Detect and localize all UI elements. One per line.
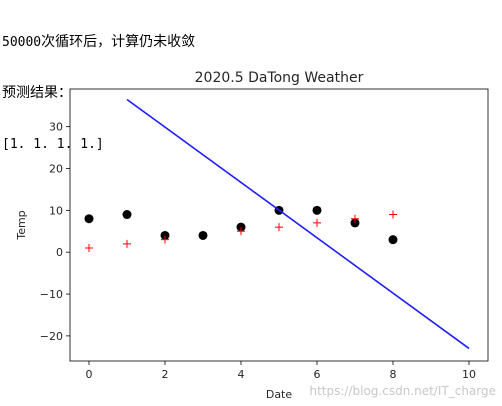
y-axis-ticks: −20 −10 0 10 20 30 — [40, 121, 70, 343]
y-tick-label: 10 — [49, 204, 63, 217]
actual-temp-point — [236, 222, 246, 232]
actual-temp-point — [122, 210, 132, 220]
y-tick-label: 0 — [56, 246, 63, 259]
console-line-prediction-result: [1. 1. 1. 1.] — [2, 137, 104, 152]
x-tick-label: 4 — [238, 368, 245, 381]
y-tick-label: −20 — [40, 330, 63, 343]
actual-temp-point — [160, 230, 170, 240]
convergence-message: 次循环后，计算仍未收敛 — [41, 34, 196, 50]
chart-title: 2020.5 DaTong Weather — [195, 70, 364, 86]
y-axis-label: Temp — [15, 210, 28, 240]
actual-temp-point — [350, 218, 360, 228]
x-tick-label: 0 — [86, 368, 93, 381]
x-axis-ticks: 0 2 4 6 8 10 — [86, 361, 476, 381]
predicted-temp-point — [389, 210, 397, 219]
predicted-temp-point — [123, 239, 131, 248]
y-tick-label: 20 — [49, 163, 63, 176]
predicted-temp-point — [85, 244, 93, 253]
iteration-count: 50000 — [2, 35, 42, 50]
actual-temp-point — [388, 235, 398, 245]
y-tick-label: 30 — [49, 121, 63, 134]
x-tick-label: 2 — [162, 368, 169, 381]
watermark-text: https://blog.csdn.net/IT_charge — [309, 384, 496, 398]
plot-area — [69, 88, 489, 362]
predicted-temp-point — [161, 235, 169, 244]
actual-temp-point — [198, 230, 208, 240]
x-tick-label: 8 — [390, 368, 397, 381]
predicted-temp-point — [275, 223, 283, 232]
y-tick-label: −10 — [40, 288, 63, 301]
actual-temp-point — [312, 205, 322, 215]
console-line-iterations: 50000次循环后，计算仍未收敛 — [2, 34, 195, 51]
actual-temp-point — [84, 214, 94, 224]
console-output: 50000次循环后，计算仍未收敛 预测结果： [1. 1. 1. 1.] — [2, 0, 195, 170]
predicted-temp-point — [351, 214, 359, 223]
x-tick-label: 10 — [462, 368, 476, 381]
x-axis-label: Date — [266, 388, 293, 401]
predicted-temp-point — [313, 218, 321, 227]
console-line-prediction-header: 预测结果： — [2, 85, 72, 101]
predicted-temp-point — [237, 227, 245, 236]
x-tick-label: 6 — [314, 368, 321, 381]
chart-marks — [84, 98, 470, 350]
fit-line — [126, 98, 470, 350]
